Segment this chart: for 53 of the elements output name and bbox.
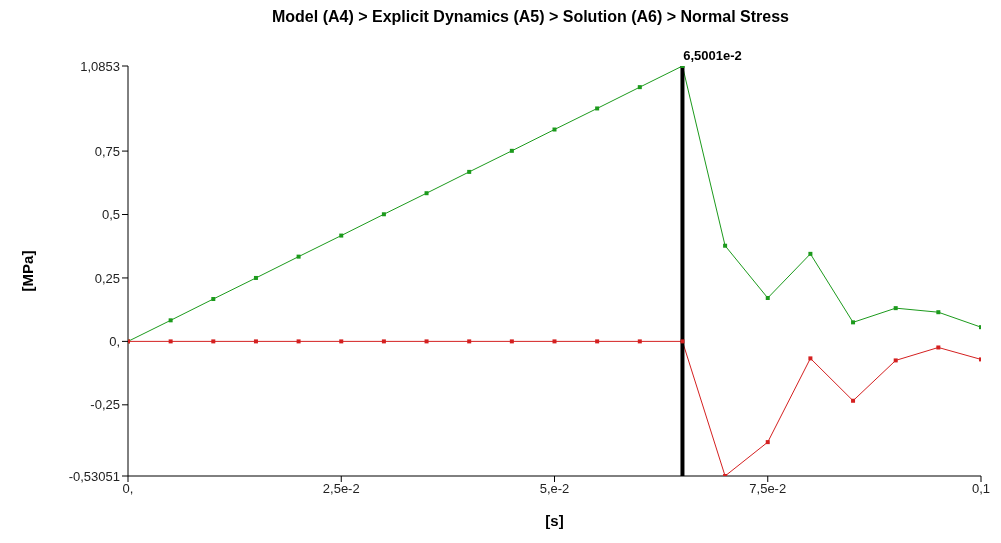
point [211,297,216,302]
point [552,127,557,132]
x-tick-label: 7,5e-2 [749,481,787,497]
point [851,398,856,403]
point [253,339,258,344]
point [680,339,685,344]
point [168,339,173,344]
point [637,85,642,90]
x-axis-title: [s] [545,512,564,529]
y-tick-label: -0,53051 [68,468,120,484]
y-tick-label: 0, [109,334,120,349]
point [509,148,514,153]
point [296,254,301,259]
point [253,275,258,280]
point [339,339,344,344]
y-tick-label: 1,0853 [80,58,120,74]
point [467,169,472,174]
y-tick-label: 0,75 [94,143,120,159]
x-tick-label: 0,1 [971,481,991,497]
ref-line-label: 6,5001e-2 [683,48,742,63]
y-axis-title: [MPa] [19,250,37,292]
y-tick-label: 0,25 [94,270,120,286]
point [936,310,941,315]
point [893,306,898,311]
point [723,243,728,248]
point [381,339,386,344]
point [765,296,770,300]
y-tick-label: 0,5 [101,207,120,223]
point [595,106,600,111]
point [509,339,514,344]
point [851,320,856,325]
point [808,251,813,256]
point [211,339,216,344]
x-tick-label: 5,e-2 [539,481,570,497]
point [296,339,301,344]
point [595,339,600,344]
point [808,356,813,361]
point [552,339,557,344]
point [424,191,429,196]
point [168,318,173,323]
x-tick-label: 0, [122,481,134,497]
x-tick-label: 2,5e-2 [322,481,360,497]
point [467,339,472,344]
point [893,358,898,363]
point [339,233,344,238]
point [936,345,941,350]
line-series [128,66,981,344]
point [765,440,770,445]
point [424,339,429,344]
y-tick-label: -0,25 [90,397,120,413]
chart-title: Model (A4) > Explicit Dynamics (A5) > Solution (A6) > Normal Stress [271,8,790,27]
point [381,212,386,217]
point [637,339,642,344]
